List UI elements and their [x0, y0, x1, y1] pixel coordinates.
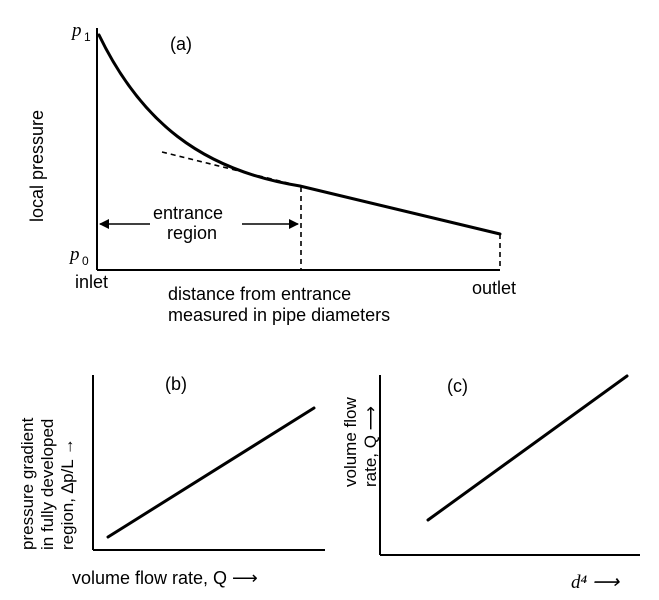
pressure-curve: [97, 33, 502, 236]
panel-a: (a) p 1 p 0 local pressure entrance: [27, 20, 516, 325]
entrance-region-label-2: region: [167, 223, 217, 243]
panel-b-y-title-1: pressure gradient: [18, 417, 37, 550]
outlet-label: outlet: [472, 278, 516, 298]
tangent-dashed-line: [161, 151, 301, 187]
panel-c-line: [426, 374, 629, 522]
panel-b-label: (b): [165, 374, 187, 394]
panel-b-x-title: volume flow rate, Q ⟶: [72, 568, 258, 588]
panel-a-x-axis-title-2: measured in pipe diameters: [168, 305, 390, 325]
panel-c: (c) volume flow rate, Q ⟶ d⁴ ⟶: [341, 374, 640, 593]
p0-marker: p 0: [68, 244, 89, 268]
entrance-region-label-1: entrance: [153, 203, 223, 223]
panel-a-label: (a): [170, 34, 192, 54]
svg-text:p: p: [70, 20, 82, 41]
svg-text:p: p: [68, 244, 80, 265]
panel-b-y-title-3: region, ∆p/L →: [58, 438, 77, 550]
entrance-region-label-bg: [150, 200, 242, 244]
panel-b-y-title-2: in fully developed: [38, 419, 57, 550]
panel-b: (b) pressure gradient in fully developed…: [18, 374, 325, 588]
panel-c-x-title: d⁴ ⟶: [571, 572, 620, 593]
panel-c-label: (c): [447, 376, 468, 396]
panel-b-line: [106, 406, 316, 539]
svg-text:1: 1: [84, 30, 91, 44]
panel-c-y-title-1: volume flow: [341, 397, 360, 487]
svg-text:0: 0: [82, 254, 89, 268]
panel-c-y-title-2: rate, Q ⟶: [361, 406, 380, 487]
p1-marker: p 1: [70, 20, 91, 44]
panel-a-y-axis-title: local pressure: [27, 110, 47, 222]
inlet-label: inlet: [75, 272, 108, 292]
panel-a-x-axis-title-1: distance from entrance: [168, 284, 351, 304]
